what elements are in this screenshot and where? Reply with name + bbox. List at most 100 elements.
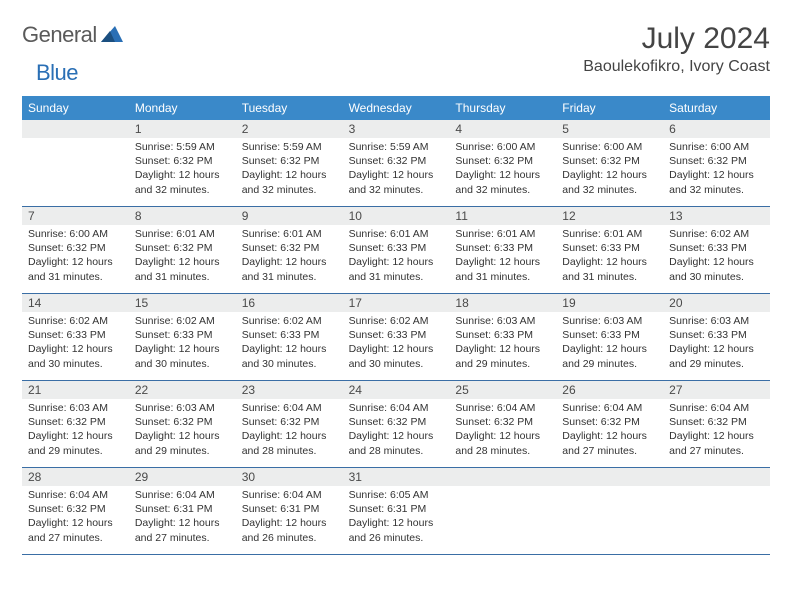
- daylight-line: Daylight: 12 hours and 26 minutes.: [242, 516, 337, 544]
- sunset-line: Sunset: 6:33 PM: [455, 241, 550, 255]
- sunrise-line: Sunrise: 6:02 AM: [135, 314, 230, 328]
- daylight-line: Daylight: 12 hours and 32 minutes.: [669, 168, 764, 196]
- daylight-line: Daylight: 12 hours and 28 minutes.: [349, 429, 444, 457]
- day-cell: [663, 468, 770, 554]
- month-title: July 2024: [583, 22, 770, 56]
- day-number: 21: [22, 381, 129, 399]
- day-details: Sunrise: 6:04 AMSunset: 6:32 PMDaylight:…: [236, 399, 343, 462]
- day-details: Sunrise: 6:03 AMSunset: 6:33 PMDaylight:…: [663, 312, 770, 375]
- day-details: Sunrise: 6:04 AMSunset: 6:32 PMDaylight:…: [22, 486, 129, 549]
- sunset-line: Sunset: 6:32 PM: [349, 154, 444, 168]
- day-details: Sunrise: 6:04 AMSunset: 6:31 PMDaylight:…: [236, 486, 343, 549]
- sunset-line: Sunset: 6:33 PM: [455, 328, 550, 342]
- sunrise-line: Sunrise: 5:59 AM: [135, 140, 230, 154]
- week-row: 1Sunrise: 5:59 AMSunset: 6:32 PMDaylight…: [22, 120, 770, 207]
- day-number: 22: [129, 381, 236, 399]
- day-details: [22, 138, 129, 198]
- sunrise-line: Sunrise: 6:00 AM: [28, 227, 123, 241]
- logo-word1: General: [22, 22, 97, 48]
- day-number: 2: [236, 120, 343, 138]
- sunset-line: Sunset: 6:32 PM: [135, 241, 230, 255]
- day-details: Sunrise: 5:59 AMSunset: 6:32 PMDaylight:…: [129, 138, 236, 201]
- sunset-line: Sunset: 6:32 PM: [135, 415, 230, 429]
- daylight-line: Daylight: 12 hours and 31 minutes.: [135, 255, 230, 283]
- daylight-line: Daylight: 12 hours and 32 minutes.: [455, 168, 550, 196]
- sunset-line: Sunset: 6:33 PM: [349, 328, 444, 342]
- sunset-line: Sunset: 6:32 PM: [242, 154, 337, 168]
- sunrise-line: Sunrise: 6:04 AM: [562, 401, 657, 415]
- day-cell: 28Sunrise: 6:04 AMSunset: 6:32 PMDayligh…: [22, 468, 129, 554]
- day-number: 20: [663, 294, 770, 312]
- daylight-line: Daylight: 12 hours and 30 minutes.: [28, 342, 123, 370]
- day-cell: 26Sunrise: 6:04 AMSunset: 6:32 PMDayligh…: [556, 381, 663, 467]
- day-cell: [22, 120, 129, 206]
- day-cell: 23Sunrise: 6:04 AMSunset: 6:32 PMDayligh…: [236, 381, 343, 467]
- daylight-line: Daylight: 12 hours and 30 minutes.: [135, 342, 230, 370]
- daylight-line: Daylight: 12 hours and 30 minutes.: [669, 255, 764, 283]
- day-details: Sunrise: 6:01 AMSunset: 6:33 PMDaylight:…: [343, 225, 450, 288]
- day-number: 6: [663, 120, 770, 138]
- daylight-line: Daylight: 12 hours and 29 minutes.: [135, 429, 230, 457]
- sunset-line: Sunset: 6:33 PM: [669, 241, 764, 255]
- day-cell: 1Sunrise: 5:59 AMSunset: 6:32 PMDaylight…: [129, 120, 236, 206]
- daylight-line: Daylight: 12 hours and 31 minutes.: [455, 255, 550, 283]
- day-cell: 14Sunrise: 6:02 AMSunset: 6:33 PMDayligh…: [22, 294, 129, 380]
- sunrise-line: Sunrise: 6:01 AM: [349, 227, 444, 241]
- sunrise-line: Sunrise: 6:04 AM: [455, 401, 550, 415]
- weekday-header: Wednesday: [343, 96, 450, 120]
- week-row: 7Sunrise: 6:00 AMSunset: 6:32 PMDaylight…: [22, 207, 770, 294]
- daylight-line: Daylight: 12 hours and 32 minutes.: [562, 168, 657, 196]
- daylight-line: Daylight: 12 hours and 31 minutes.: [28, 255, 123, 283]
- daylight-line: Daylight: 12 hours and 27 minutes.: [562, 429, 657, 457]
- sunrise-line: Sunrise: 6:00 AM: [669, 140, 764, 154]
- sunrise-line: Sunrise: 5:59 AM: [242, 140, 337, 154]
- sunrise-line: Sunrise: 6:01 AM: [562, 227, 657, 241]
- day-details: Sunrise: 6:03 AMSunset: 6:32 PMDaylight:…: [129, 399, 236, 462]
- day-cell: 19Sunrise: 6:03 AMSunset: 6:33 PMDayligh…: [556, 294, 663, 380]
- sunrise-line: Sunrise: 6:01 AM: [242, 227, 337, 241]
- day-cell: 24Sunrise: 6:04 AMSunset: 6:32 PMDayligh…: [343, 381, 450, 467]
- day-number: 16: [236, 294, 343, 312]
- day-cell: 12Sunrise: 6:01 AMSunset: 6:33 PMDayligh…: [556, 207, 663, 293]
- sunrise-line: Sunrise: 6:04 AM: [242, 401, 337, 415]
- weekday-header: Sunday: [22, 96, 129, 120]
- sunrise-line: Sunrise: 6:03 AM: [669, 314, 764, 328]
- daylight-line: Daylight: 12 hours and 31 minutes.: [242, 255, 337, 283]
- day-number: 11: [449, 207, 556, 225]
- day-details: Sunrise: 5:59 AMSunset: 6:32 PMDaylight:…: [236, 138, 343, 201]
- day-number: 31: [343, 468, 450, 486]
- day-number: 15: [129, 294, 236, 312]
- day-number: 12: [556, 207, 663, 225]
- day-number: 1: [129, 120, 236, 138]
- daylight-line: Daylight: 12 hours and 29 minutes.: [455, 342, 550, 370]
- daylight-line: Daylight: 12 hours and 31 minutes.: [349, 255, 444, 283]
- daylight-line: Daylight: 12 hours and 26 minutes.: [349, 516, 444, 544]
- day-details: Sunrise: 6:04 AMSunset: 6:32 PMDaylight:…: [663, 399, 770, 462]
- weekday-header: Friday: [556, 96, 663, 120]
- day-number: 23: [236, 381, 343, 399]
- sunrise-line: Sunrise: 6:01 AM: [135, 227, 230, 241]
- day-number: 30: [236, 468, 343, 486]
- sunset-line: Sunset: 6:33 PM: [242, 328, 337, 342]
- sunrise-line: Sunrise: 6:04 AM: [28, 488, 123, 502]
- day-cell: 8Sunrise: 6:01 AMSunset: 6:32 PMDaylight…: [129, 207, 236, 293]
- daylight-line: Daylight: 12 hours and 27 minutes.: [669, 429, 764, 457]
- sunrise-line: Sunrise: 6:02 AM: [242, 314, 337, 328]
- sunrise-line: Sunrise: 5:59 AM: [349, 140, 444, 154]
- daylight-line: Daylight: 12 hours and 31 minutes.: [562, 255, 657, 283]
- sunset-line: Sunset: 6:32 PM: [455, 415, 550, 429]
- daylight-line: Daylight: 12 hours and 32 minutes.: [242, 168, 337, 196]
- day-cell: 29Sunrise: 6:04 AMSunset: 6:31 PMDayligh…: [129, 468, 236, 554]
- day-cell: 18Sunrise: 6:03 AMSunset: 6:33 PMDayligh…: [449, 294, 556, 380]
- sunset-line: Sunset: 6:32 PM: [28, 241, 123, 255]
- day-number: 17: [343, 294, 450, 312]
- day-details: Sunrise: 6:04 AMSunset: 6:31 PMDaylight:…: [129, 486, 236, 549]
- day-details: Sunrise: 6:01 AMSunset: 6:33 PMDaylight:…: [449, 225, 556, 288]
- sunset-line: Sunset: 6:31 PM: [242, 502, 337, 516]
- sunset-line: Sunset: 6:33 PM: [28, 328, 123, 342]
- day-cell: 21Sunrise: 6:03 AMSunset: 6:32 PMDayligh…: [22, 381, 129, 467]
- day-details: Sunrise: 6:05 AMSunset: 6:31 PMDaylight:…: [343, 486, 450, 549]
- sunset-line: Sunset: 6:32 PM: [242, 241, 337, 255]
- day-cell: 13Sunrise: 6:02 AMSunset: 6:33 PMDayligh…: [663, 207, 770, 293]
- day-number: 28: [22, 468, 129, 486]
